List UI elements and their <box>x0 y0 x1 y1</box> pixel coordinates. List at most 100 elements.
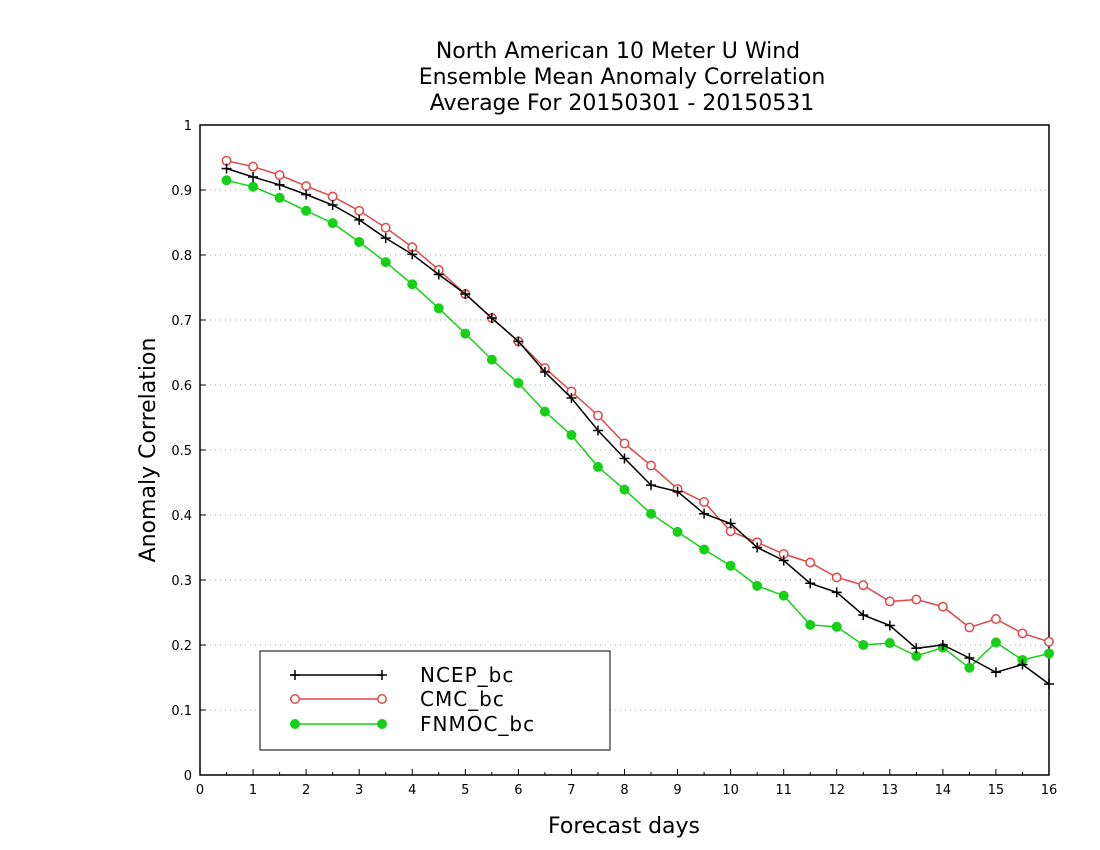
data-point <box>566 393 577 403</box>
data-point <box>407 279 418 290</box>
data-point <box>460 328 471 339</box>
data-point <box>539 367 550 377</box>
y-tick-label: 0.5 <box>171 444 192 459</box>
data-point <box>805 578 816 589</box>
x-tick-label: 10 <box>722 783 739 798</box>
chart-title-line-3: Average For 20150301 - 20150531 <box>430 91 815 116</box>
data-point <box>884 638 895 649</box>
data-point <box>1044 648 1054 659</box>
data-point <box>964 653 975 663</box>
data-point <box>699 508 710 519</box>
chart-title-line-2: Ensemble Mean Anomaly Correlation <box>419 65 826 90</box>
data-point <box>725 518 736 529</box>
legend-entry-NCEP_bc: NCEP_bc <box>290 663 513 687</box>
series <box>221 155 1054 689</box>
data-point <box>990 637 1001 648</box>
data-point <box>377 694 387 704</box>
data-point <box>486 354 497 365</box>
data-point <box>327 218 338 229</box>
data-point <box>937 640 948 650</box>
data-point <box>407 249 418 260</box>
data-point <box>248 161 259 172</box>
data-point <box>539 406 550 417</box>
data-point <box>778 555 789 566</box>
data-point <box>592 461 603 472</box>
data-point <box>646 508 657 519</box>
data-point <box>248 181 259 192</box>
chart-title-line-1: North American 10 Meter U Wind <box>436 39 800 64</box>
data-point <box>964 662 975 673</box>
x-tick-label: 4 <box>408 783 416 798</box>
y-tick-label: 0.3 <box>171 574 192 589</box>
y-tick-label: 0.6 <box>171 379 192 394</box>
data-point <box>646 460 656 471</box>
x-tick-label: 13 <box>882 783 899 798</box>
data-point <box>221 175 232 186</box>
data-point <box>248 172 259 182</box>
data-point <box>884 596 895 607</box>
data-point <box>884 620 895 631</box>
data-point <box>619 484 630 495</box>
y-axis-label: Anomaly Correlation <box>136 338 161 563</box>
data-point <box>805 619 816 630</box>
x-tick-label: 1 <box>249 783 257 798</box>
x-tick-label: 11 <box>775 783 792 798</box>
x-tick-label: 15 <box>988 783 1005 798</box>
data-point <box>354 214 365 225</box>
data-point <box>805 557 816 568</box>
data-point <box>380 257 391 268</box>
x-tick-label: 12 <box>828 783 845 798</box>
data-point <box>592 425 603 436</box>
x-tick-label: 8 <box>620 783 628 798</box>
data-point <box>1017 659 1028 670</box>
data-point <box>619 438 630 449</box>
x-tick-label: 0 <box>196 783 204 798</box>
data-point <box>274 179 285 190</box>
data-point <box>672 526 683 537</box>
data-point <box>699 544 710 555</box>
data-point <box>1017 628 1028 639</box>
data-point <box>990 614 1001 624</box>
data-point <box>858 580 869 591</box>
data-point <box>831 587 842 598</box>
x-tick-label: 3 <box>355 783 363 798</box>
axis-ticks: 00.10.20.30.40.50.60.70.80.910 1 2 3 4 5 6 7 8 9 1… <box>171 119 1057 798</box>
data-point <box>486 313 497 324</box>
y-tick-label: 0.8 <box>171 249 192 264</box>
data-point <box>831 572 842 583</box>
legend-label: FNMOC_bc <box>420 712 535 736</box>
y-tick-label: 0.9 <box>171 184 192 199</box>
data-point <box>566 430 577 441</box>
data-point <box>752 542 763 553</box>
data-point <box>646 480 657 491</box>
data-point <box>831 621 842 632</box>
data-point <box>513 378 524 389</box>
y-tick-label: 0.7 <box>171 314 192 329</box>
data-point <box>725 560 736 571</box>
data-point <box>460 289 471 299</box>
data-point <box>778 590 789 601</box>
data-point <box>377 719 387 729</box>
data-point <box>221 163 232 174</box>
y-tick-label: 0.2 <box>171 639 192 654</box>
data-point <box>433 303 444 314</box>
series-FNMOC_bc <box>221 175 1054 673</box>
data-point <box>290 719 300 729</box>
y-tick-label: 1 <box>184 119 192 134</box>
legend-label: CMC_bc <box>420 687 505 711</box>
data-point <box>380 222 391 233</box>
chart-title: North American 10 Meter U Wind Ensemble … <box>419 39 826 116</box>
data-point <box>911 594 922 605</box>
x-tick-label: 5 <box>461 783 469 798</box>
data-point <box>274 170 285 181</box>
data-point <box>752 580 763 591</box>
series-CMC_bc <box>221 155 1054 647</box>
data-point <box>911 643 922 654</box>
data-point <box>327 199 338 210</box>
data-point <box>433 269 444 280</box>
x-tick-label: 7 <box>567 783 575 798</box>
data-point <box>593 410 603 421</box>
series-NCEP_bc <box>221 163 1054 689</box>
x-tick-label: 14 <box>935 783 952 798</box>
